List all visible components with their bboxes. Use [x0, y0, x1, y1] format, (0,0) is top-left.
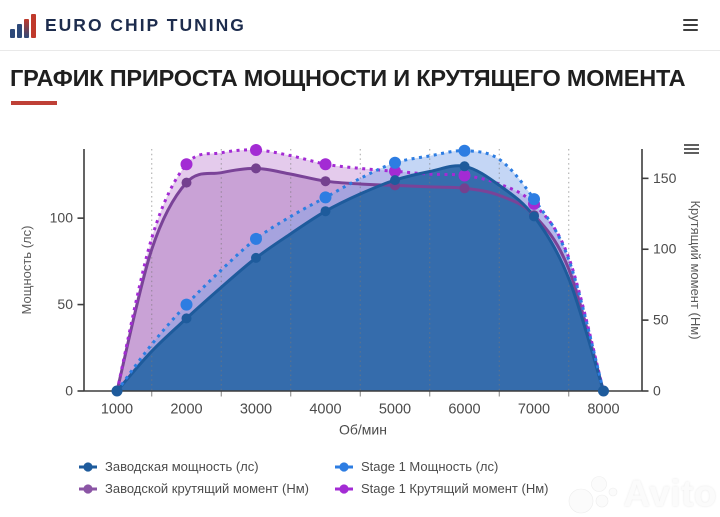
x-tick-label: 4000	[309, 402, 341, 418]
brand-logo-icon	[10, 14, 36, 38]
x-tick-label: 7000	[518, 402, 550, 418]
right-tick-label: 0	[653, 383, 661, 399]
data-point	[390, 175, 400, 186]
legend-label: Stage 1 Мощность (лс)	[361, 459, 499, 474]
data-point	[529, 211, 539, 222]
right-tick-label: 50	[653, 312, 669, 328]
data-point	[250, 232, 262, 245]
avito-logo-icon	[569, 476, 618, 514]
gridlines	[151, 149, 570, 397]
data-point	[320, 206, 331, 217]
avito-watermark-text: Avito	[623, 473, 717, 514]
data-point	[320, 176, 331, 187]
data-point	[180, 298, 193, 311]
data-point	[459, 183, 470, 194]
title-block: ГРАФИК ПРИРОСТА МОЩНОСТИ И КРУТЯЩЕГО МОМ…	[0, 51, 720, 106]
data-point	[598, 385, 609, 397]
legend-item-1[interactable]: Stage 1 Мощность (лс)	[334, 459, 548, 474]
chart-legend: Заводская мощность (лс) Stage 1 Мощность…	[78, 459, 548, 496]
data-point	[181, 177, 192, 188]
data-point	[389, 165, 401, 178]
data-point	[251, 252, 261, 263]
page-title: ГРАФИК ПРИРОСТА МОЩНОСТИ И КРУТЯЩЕГО МОМ…	[10, 65, 686, 91]
title-accent-bar	[11, 101, 57, 106]
right-tick-label: 100	[653, 241, 677, 257]
data-point	[111, 385, 123, 397]
left-axis-title: Мощность (лс)	[19, 226, 34, 315]
header-menu-button[interactable]	[679, 15, 702, 36]
legend-item-0[interactable]: Заводская мощность (лс)	[78, 459, 334, 474]
data-point	[458, 144, 471, 157]
left-tick-label: 0	[65, 383, 73, 399]
data-point	[459, 161, 470, 172]
chart-menu-button[interactable]	[681, 141, 702, 157]
x-tick-label: 8000	[587, 402, 619, 418]
left-tick-label: 50	[57, 296, 73, 312]
data-point	[528, 193, 540, 206]
x-tick-label: 1000	[101, 402, 133, 418]
legend-item-2[interactable]: Заводской крутящий момент (Нм)	[78, 481, 334, 496]
data-point	[319, 158, 332, 171]
data-point	[180, 158, 193, 171]
legend-item-3[interactable]: Stage 1 Крутящий момент (Нм)	[334, 481, 548, 496]
legend-marker-icon	[79, 483, 97, 494]
axes	[77, 149, 649, 392]
legend-marker-icon	[335, 461, 353, 472]
series-fills	[117, 149, 604, 391]
data-point	[319, 191, 332, 204]
chart-menu-icon	[684, 144, 699, 146]
brand: EURO CHIP TUNING	[10, 12, 246, 38]
data-point	[250, 144, 262, 156]
legend-label: Stage 1 Крутящий момент (Нм)	[361, 481, 549, 496]
data-point	[251, 163, 261, 174]
right-axis-title: Крутящий момент (Нм)	[688, 200, 703, 339]
series-fill-0	[117, 165, 604, 391]
legend-marker-icon	[79, 461, 97, 472]
series-markers	[111, 144, 609, 397]
x-tick-label: 5000	[379, 402, 411, 418]
x-axis-title: Об/мин	[339, 422, 387, 438]
chart: 0 50 100 0 50 100 150 1000 2000 3000 4000 5000 6000 7…	[0, 118, 720, 458]
legend-label: Заводская мощность (лс)	[105, 459, 259, 474]
legend-marker-icon	[335, 483, 353, 494]
left-tick-label: 100	[50, 210, 74, 226]
x-tick-label: 2000	[170, 402, 202, 418]
brand-name: EURO CHIP TUNING	[45, 14, 246, 35]
data-point	[389, 156, 401, 169]
data-point	[458, 169, 471, 182]
legend-label: Заводской крутящий момент (Нм)	[105, 481, 309, 496]
data-point	[181, 313, 192, 324]
x-tick-label: 6000	[448, 402, 480, 418]
avito-watermark: Avito	[566, 471, 717, 517]
hamburger-icon	[683, 18, 698, 21]
header: EURO CHIP TUNING	[0, 0, 720, 51]
right-tick-label: 150	[653, 170, 677, 186]
x-tick-label: 3000	[240, 402, 272, 418]
